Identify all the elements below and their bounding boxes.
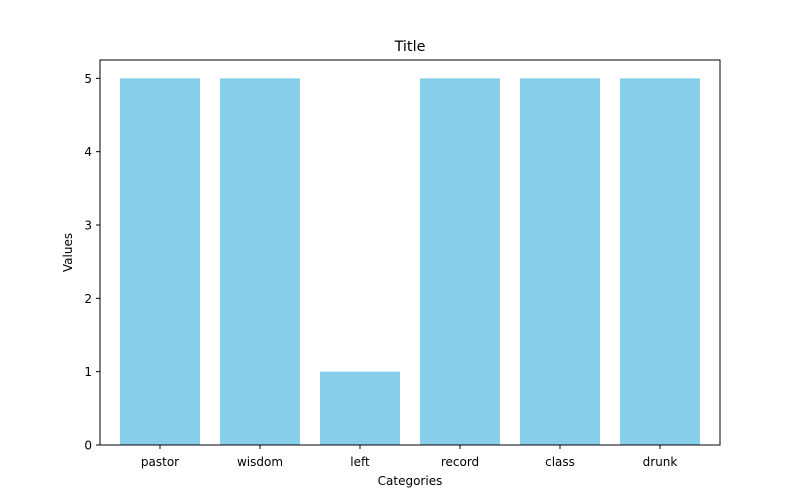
- bar-record: [420, 78, 500, 445]
- bar-left: [320, 371, 400, 445]
- y-tick-label: 2: [84, 292, 92, 306]
- x-tick-label: left: [350, 455, 370, 469]
- bar-class: [520, 78, 600, 445]
- plot-frame: [99, 59, 721, 446]
- x-tick-label: wisdom: [237, 455, 283, 469]
- x-tick-label: pastor: [141, 455, 179, 469]
- y-tick-label: 5: [84, 72, 92, 86]
- y-ticks-group: 0 1 2 3 4 5: [84, 72, 100, 453]
- y-tick-label: 4: [84, 145, 92, 159]
- x-ticks-group: pastor wisdom left record class drunk: [141, 445, 678, 469]
- x-axis-label: Categories: [378, 474, 443, 488]
- x-tick-label: record: [441, 455, 479, 469]
- y-axis-label: Values: [61, 233, 75, 272]
- x-tick-label: drunk: [643, 455, 678, 469]
- y-tick-label: 3: [84, 219, 92, 233]
- y-tick-label: 0: [84, 439, 92, 453]
- chart-title: Title: [394, 39, 426, 55]
- bar-pastor: [120, 78, 200, 445]
- x-tick-label: class: [545, 455, 575, 469]
- bar-wisdom: [220, 78, 300, 445]
- bars-group: [120, 78, 700, 445]
- y-tick-label: 1: [84, 365, 92, 379]
- bar-drunk: [620, 78, 700, 445]
